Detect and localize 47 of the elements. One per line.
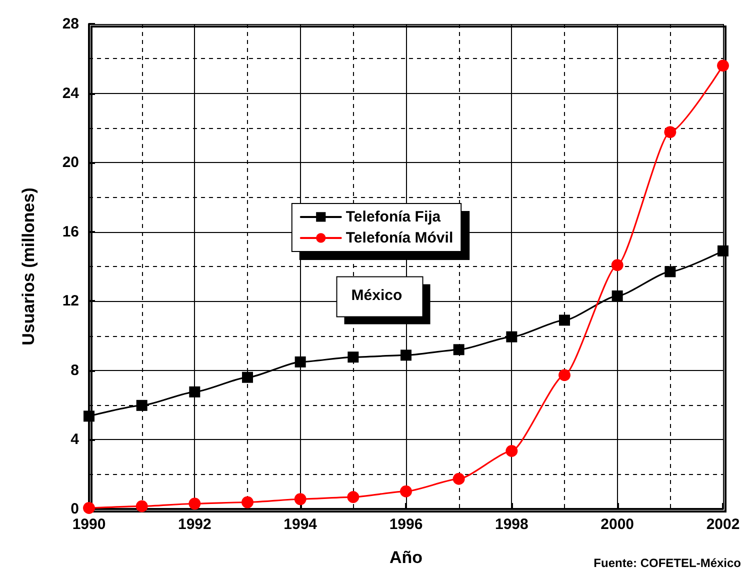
y-axis-title: Usuarios (millones) — [19, 188, 38, 346]
point — [611, 259, 624, 272]
x-tick-label: 2002 — [706, 516, 740, 533]
point — [242, 372, 253, 383]
y-tick-label: 16 — [62, 223, 79, 240]
point — [717, 60, 729, 72]
point — [506, 444, 518, 457]
point — [718, 245, 728, 256]
x-axis-title: Año — [389, 548, 423, 567]
point — [664, 266, 676, 278]
source-note: Fuente: COFETEL-México — [594, 556, 742, 570]
point — [136, 400, 148, 411]
point — [136, 500, 148, 512]
x-tick-label: 1998 — [494, 516, 528, 533]
y-tick-label: 24 — [62, 84, 80, 102]
x-tick-label: 1992 — [178, 516, 212, 533]
point — [506, 331, 518, 342]
x-tick-label: 1994 — [284, 516, 318, 533]
point — [83, 502, 95, 514]
legend-label: Telefonía Móvil — [346, 229, 454, 246]
point — [400, 485, 412, 498]
point — [189, 386, 200, 398]
x-tick-label: 1990 — [72, 516, 106, 533]
point — [664, 126, 676, 138]
point — [188, 498, 201, 510]
point — [294, 493, 306, 506]
point — [559, 314, 570, 326]
x-tick-label: 2000 — [600, 516, 634, 533]
point — [242, 496, 254, 508]
legend-label: Telefonía Fija — [346, 208, 442, 226]
point — [558, 369, 570, 382]
point — [452, 472, 465, 485]
point — [612, 290, 623, 302]
y-tick-label: 12 — [62, 292, 79, 310]
y-tick-label: 8 — [70, 362, 79, 379]
point — [294, 356, 306, 368]
point — [347, 491, 360, 504]
x-tick-label: 1996 — [389, 516, 423, 533]
y-tick-label: 4 — [70, 431, 80, 448]
y-tick-label: 28 — [62, 16, 79, 32]
point — [84, 410, 94, 422]
annotation: México — [351, 287, 402, 304]
point — [348, 352, 359, 363]
y-tick-label: 20 — [62, 154, 79, 172]
y-tick-label: 0 — [70, 500, 79, 518]
point — [400, 350, 412, 361]
point — [453, 344, 464, 356]
